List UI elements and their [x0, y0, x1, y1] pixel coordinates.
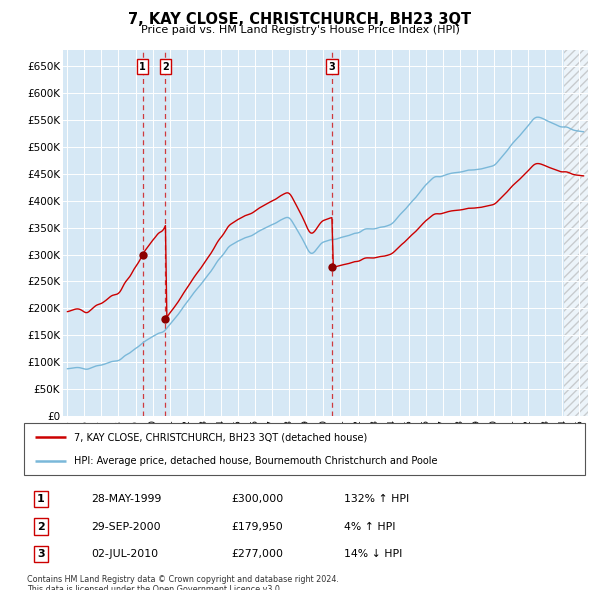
Text: 2: 2: [37, 522, 45, 532]
Text: 3: 3: [329, 61, 335, 71]
Text: £179,950: £179,950: [232, 522, 283, 532]
Text: 7, KAY CLOSE, CHRISTCHURCH, BH23 3QT: 7, KAY CLOSE, CHRISTCHURCH, BH23 3QT: [128, 12, 472, 27]
Bar: [564, 50, 588, 416]
Text: 29-SEP-2000: 29-SEP-2000: [91, 522, 161, 532]
Text: 28-MAY-1999: 28-MAY-1999: [91, 494, 161, 504]
Text: Contains HM Land Registry data © Crown copyright and database right 2024.
This d: Contains HM Land Registry data © Crown c…: [27, 575, 339, 590]
Text: 132% ↑ HPI: 132% ↑ HPI: [344, 494, 409, 504]
FancyBboxPatch shape: [24, 423, 585, 475]
Text: 1: 1: [37, 494, 45, 504]
Text: £300,000: £300,000: [232, 494, 284, 504]
Text: Price paid vs. HM Land Registry's House Price Index (HPI): Price paid vs. HM Land Registry's House …: [140, 25, 460, 35]
Text: HPI: Average price, detached house, Bournemouth Christchurch and Poole: HPI: Average price, detached house, Bour…: [74, 456, 438, 466]
Text: 02-JUL-2010: 02-JUL-2010: [91, 549, 158, 559]
Text: 3: 3: [37, 549, 44, 559]
Text: 1: 1: [139, 61, 146, 71]
Text: 2: 2: [162, 61, 169, 71]
Text: £277,000: £277,000: [232, 549, 284, 559]
Text: 7, KAY CLOSE, CHRISTCHURCH, BH23 3QT (detached house): 7, KAY CLOSE, CHRISTCHURCH, BH23 3QT (de…: [74, 432, 368, 442]
Bar: [564, 50, 588, 416]
Text: 14% ↓ HPI: 14% ↓ HPI: [344, 549, 402, 559]
Text: 4% ↑ HPI: 4% ↑ HPI: [344, 522, 395, 532]
